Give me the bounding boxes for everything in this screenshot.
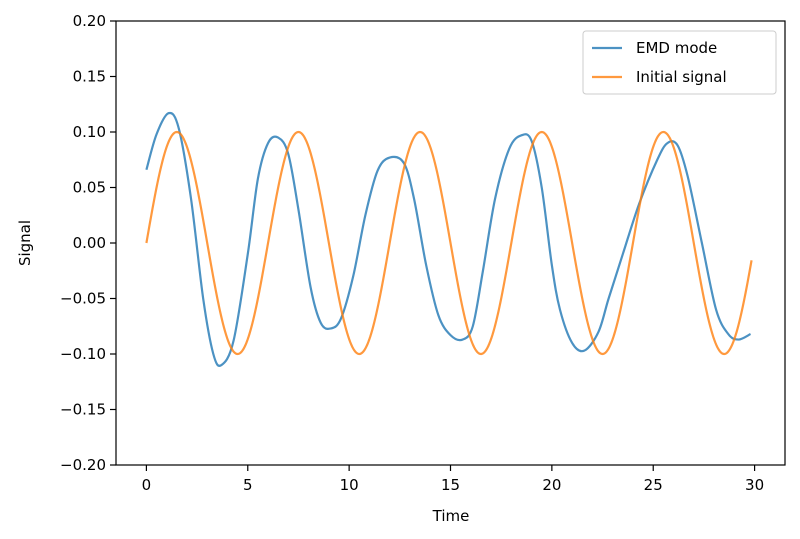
y-tick-label: −0.20 [60, 456, 106, 474]
x-tick-label: 15 [441, 476, 460, 494]
plot-area [145, 111, 753, 367]
y-tick-label: 0.15 [73, 68, 106, 86]
y-tick-label: 0.00 [73, 234, 106, 252]
series-line-initial-signal [145, 130, 753, 356]
x-tick-label: 0 [142, 476, 152, 494]
axes: 0 5 10 15 20 25 30 −0.20 −0.15 −0.10 −0.05 0.00 0.05… [60, 12, 786, 494]
x-tick-label: 5 [243, 476, 253, 494]
y-tick-label: −0.10 [60, 345, 106, 363]
y-axis-label: Signal [16, 220, 34, 266]
legend-entry: Initial signal [636, 68, 727, 86]
series-line-emd-mode [145, 111, 752, 367]
x-tick-label: 25 [644, 476, 663, 494]
legend: EMD mode Initial signal [582, 30, 777, 95]
y-tick-label: 0.10 [73, 123, 106, 141]
y-tick-label: 0.05 [73, 179, 106, 197]
legend-entry: EMD mode [636, 39, 717, 57]
x-tick-label: 30 [745, 476, 764, 494]
x-tick-label: 20 [542, 476, 561, 494]
x-axis-label: Time [432, 507, 470, 525]
y-tick-label: −0.15 [60, 401, 106, 419]
y-tick-label: 0.20 [73, 12, 106, 30]
legend-box [582, 30, 777, 95]
y-tick-label: −0.05 [60, 290, 106, 308]
x-tick-label: 10 [340, 476, 359, 494]
